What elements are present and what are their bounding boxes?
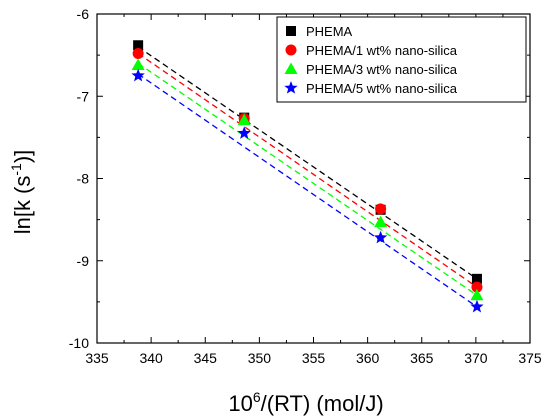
data-point-phema-1-wt-nano-silica	[132, 47, 144, 59]
y-tick-label: -10	[69, 335, 89, 351]
y-tick-label: -9	[77, 253, 90, 269]
legend-marker-phema-5-wt-nano-silica	[284, 81, 298, 94]
y-axis: -10 -9 -8 -7 -6	[69, 6, 530, 351]
data-point-phema-5-wt-nano-silica	[237, 126, 251, 139]
data-point-phema-5-wt-nano-silica	[131, 68, 145, 82]
fit-line-phema	[137, 46, 478, 280]
legend-marker-phema-1-wt-nano-silica	[285, 44, 297, 56]
x-tick-label: 355	[302, 350, 326, 366]
data-point-phema	[133, 40, 144, 51]
data-point-phema-1-wt-nano-silica	[471, 281, 483, 293]
legend-label-phema-1-wt-nano-silica: PHEMA/1 wt% nano-silica	[306, 43, 458, 58]
x-tick-label: 340	[139, 350, 163, 366]
legend-label-phema-5-wt-nano-silica: PHEMA/5 wt% nano-silica	[306, 81, 458, 96]
y-tick-label: -6	[77, 6, 90, 22]
data-point-phema-1-wt-nano-silica	[375, 203, 387, 215]
data-markers	[131, 40, 484, 313]
data-point-phema-5-wt-nano-silica	[373, 230, 388, 244]
x-tick-label: 335	[85, 350, 109, 366]
y-axis-title: ln[k (s-1)]	[8, 150, 35, 235]
legend: PHEMA PHEMA/1 wt% nano-silica PHEMA/3 wt% …	[276, 16, 527, 103]
data-point-phema-3-wt-nano-silica	[374, 215, 388, 228]
x-tick-label: 360	[356, 350, 380, 366]
data-point-phema	[471, 273, 482, 284]
fit-line-phema-3-wt-nano-silica	[137, 62, 478, 296]
x-axis: 335 340 345 350 355 360 365 370 375	[85, 14, 542, 366]
fit-line-phema-1-wt-nano-silica	[137, 52, 478, 288]
data-point-phema-3-wt-nano-silica	[131, 58, 145, 70]
data-point-phema-3-wt-nano-silica	[237, 113, 251, 126]
x-tick-label: 350	[248, 350, 272, 366]
fit-line-phema-5-wt-nano-silica	[137, 73, 478, 308]
x-tick-label: 375	[518, 350, 542, 366]
x-axis-title: 106/(RT) (mol/J)	[228, 389, 383, 416]
x-tick-label: 345	[194, 350, 218, 366]
y-tick-label: -8	[77, 171, 90, 187]
legend-label-phema: PHEMA	[306, 24, 353, 39]
data-point-phema-3-wt-nano-silica	[470, 288, 484, 301]
data-point-phema-5-wt-nano-silica	[470, 299, 484, 313]
legend-box	[276, 16, 527, 103]
x-tick-label: 370	[464, 350, 488, 366]
legend-marker-phema-3-wt-nano-silica	[284, 62, 298, 74]
legend-label-phema-3-wt-nano-silica: PHEMA/3 wt% nano-silica	[306, 62, 458, 77]
x-tick-label: 365	[410, 350, 434, 366]
y-tick-label: -7	[77, 88, 90, 104]
legend-marker-phema	[286, 26, 296, 36]
fit-lines	[137, 46, 478, 308]
